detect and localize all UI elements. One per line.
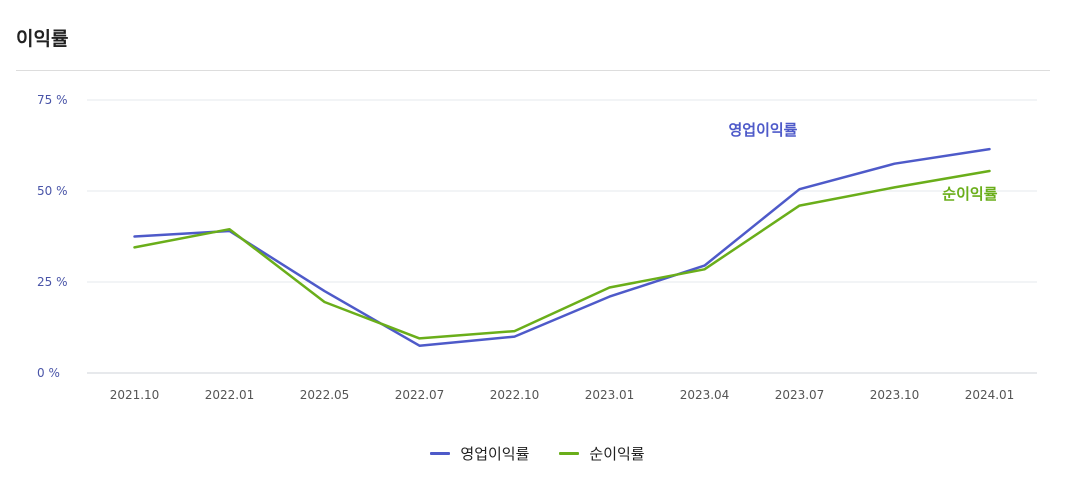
- page-title: 이익률: [16, 28, 69, 50]
- x-tick-label: 2022.07: [395, 388, 445, 402]
- x-tick-label: 2023.04: [680, 388, 730, 402]
- x-tick-label: 2022.10: [490, 388, 540, 402]
- x-tick-label: 2023.10: [870, 388, 920, 402]
- series-end-label: 영업이익률: [728, 121, 797, 139]
- x-tick-label: 2022.05: [300, 388, 350, 402]
- legend-item[interactable]: 순이익률: [559, 443, 645, 464]
- legend-swatch: [559, 452, 580, 455]
- x-tick-label: 2023.01: [585, 388, 635, 402]
- x-tick-label: 2024.01: [965, 388, 1015, 402]
- line-chart: 0 % 25 % 50 % 75 % 2021.10 2022.01 2022.05 2022…: [37, 93, 1037, 402]
- legend-item[interactable]: 영업이익률: [430, 443, 529, 464]
- series-end-label: 순이익률: [942, 185, 997, 203]
- x-tick-label: 2021.10: [110, 388, 160, 402]
- legend-label: 영업이익률: [460, 445, 530, 463]
- x-tick-label: 2023.07: [775, 388, 825, 402]
- y-tick-label: 50 %: [37, 184, 68, 198]
- y-tick-label: 25 %: [37, 275, 68, 289]
- x-tick-label: 2022.01: [205, 388, 255, 402]
- legend-swatch: [430, 452, 451, 455]
- chart-legend: 영업이익률 순이익률: [0, 443, 1075, 464]
- y-tick-label: 75 %: [37, 93, 68, 107]
- series-line-1: [133, 147, 991, 347]
- y-tick-label: 0 %: [37, 366, 60, 380]
- title-divider: [16, 70, 1050, 71]
- legend-label: 순이익률: [589, 445, 645, 463]
- series-line-2: [133, 169, 991, 340]
